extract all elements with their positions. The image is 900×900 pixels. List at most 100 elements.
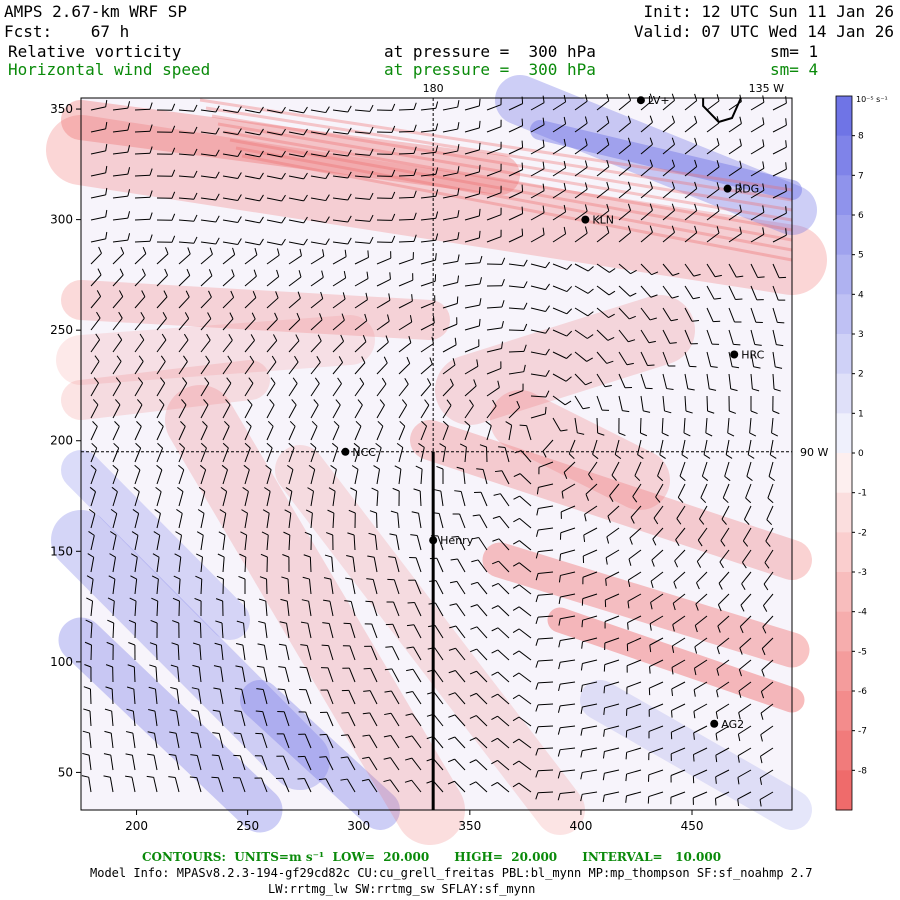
wind-barb xyxy=(216,575,224,595)
wind-barb xyxy=(106,641,114,661)
wind-barb xyxy=(398,212,417,221)
wind-barb xyxy=(134,234,153,243)
wind-barb xyxy=(639,417,648,437)
wind-barb xyxy=(737,747,752,763)
wind-barb xyxy=(85,619,93,639)
wind-barb xyxy=(90,377,99,397)
wind-barb xyxy=(156,103,176,111)
wind-barb xyxy=(332,313,345,331)
wind-barb xyxy=(596,395,610,411)
wind-barb xyxy=(129,597,137,617)
wind-barb xyxy=(90,355,100,375)
wind-barb xyxy=(648,725,664,739)
wind-barb xyxy=(195,575,203,595)
wind-barb xyxy=(584,505,598,522)
wind-barb xyxy=(266,334,278,353)
wind-barb xyxy=(156,420,164,441)
wind-barb xyxy=(111,486,118,507)
wind-barb xyxy=(696,549,708,568)
wind-barb xyxy=(189,776,202,793)
wind-barb xyxy=(491,649,510,661)
wind-barb xyxy=(574,329,594,339)
wind-barb xyxy=(394,465,402,485)
wind-barb xyxy=(628,549,642,566)
wind-barb xyxy=(684,181,698,199)
wind-barb xyxy=(367,555,378,573)
wind-barb xyxy=(614,439,622,460)
wind-barb xyxy=(266,238,286,246)
wind-barb xyxy=(133,486,140,507)
wind-barb xyxy=(87,553,95,573)
wind-barb xyxy=(420,315,435,331)
wind-barb xyxy=(574,285,594,294)
wind-barb xyxy=(146,775,158,793)
wind-barb xyxy=(743,505,752,525)
wind-barb xyxy=(772,395,780,415)
wind-barb xyxy=(679,461,686,482)
wind-barb xyxy=(90,290,102,309)
wind-barb xyxy=(90,121,108,133)
wind-barb xyxy=(750,205,765,221)
wind-barb xyxy=(530,183,545,199)
wind-barb xyxy=(769,439,777,459)
wind-barb xyxy=(376,420,384,441)
wind-barb xyxy=(655,483,664,503)
vorticity-streak xyxy=(223,130,793,232)
wind-barb xyxy=(596,181,610,199)
wind-barb xyxy=(288,355,299,375)
colorbar-segment xyxy=(836,770,852,811)
wind-barb xyxy=(178,148,198,156)
forecast-hour: Fcst: 67 h xyxy=(4,22,130,41)
wind-barb xyxy=(222,238,242,246)
wind-barb xyxy=(155,486,162,507)
wind-barb xyxy=(563,461,576,480)
wind-barb xyxy=(469,781,488,793)
wind-barb xyxy=(442,378,454,397)
wind-barb xyxy=(178,420,186,441)
wind-barb xyxy=(200,105,220,113)
wind-barb xyxy=(200,399,209,419)
wind-barb xyxy=(618,181,632,199)
wind-barb xyxy=(632,483,642,503)
wind-barb xyxy=(406,668,422,683)
wind-barb xyxy=(280,598,290,617)
colorbar-label: -6 xyxy=(858,687,867,697)
plot-frame xyxy=(80,97,793,811)
wind-barb xyxy=(178,192,198,200)
wind-barb xyxy=(266,172,286,180)
wind-barb xyxy=(706,160,720,177)
station-marker: NCC xyxy=(341,446,376,459)
wind-barb xyxy=(721,505,730,525)
wind-barb xyxy=(84,664,92,683)
wind-barb xyxy=(530,283,551,291)
wind-barb xyxy=(772,351,783,369)
colorbar-label: 7 xyxy=(858,171,864,181)
wind-barb xyxy=(283,531,291,551)
wind-barb xyxy=(684,159,698,177)
x-tick-label: 250 xyxy=(236,819,259,833)
wind-barb xyxy=(82,752,92,771)
wind-barb xyxy=(581,637,598,649)
wind-barb xyxy=(178,170,198,178)
wind-barb xyxy=(376,147,396,155)
wind-barb xyxy=(244,216,264,224)
wind-barb xyxy=(513,517,532,529)
wind-barb xyxy=(256,665,268,683)
wind-barb xyxy=(535,769,554,778)
wind-barb xyxy=(275,777,290,793)
wind-barb xyxy=(174,553,182,573)
wind-barb xyxy=(266,442,273,463)
vorticity-band xyxy=(547,607,805,713)
wind-barb xyxy=(508,383,524,397)
wind-barb xyxy=(456,466,466,485)
wind-barb xyxy=(200,333,211,353)
wind-barb xyxy=(605,549,620,565)
vorticity-band xyxy=(51,510,330,790)
wind-barb xyxy=(535,703,554,712)
wind-barb xyxy=(508,162,524,177)
wind-barb xyxy=(362,756,378,771)
wind-barb xyxy=(262,509,270,529)
wind-barb xyxy=(447,780,466,793)
wind-barb xyxy=(88,531,95,551)
wind-barb xyxy=(552,329,573,337)
